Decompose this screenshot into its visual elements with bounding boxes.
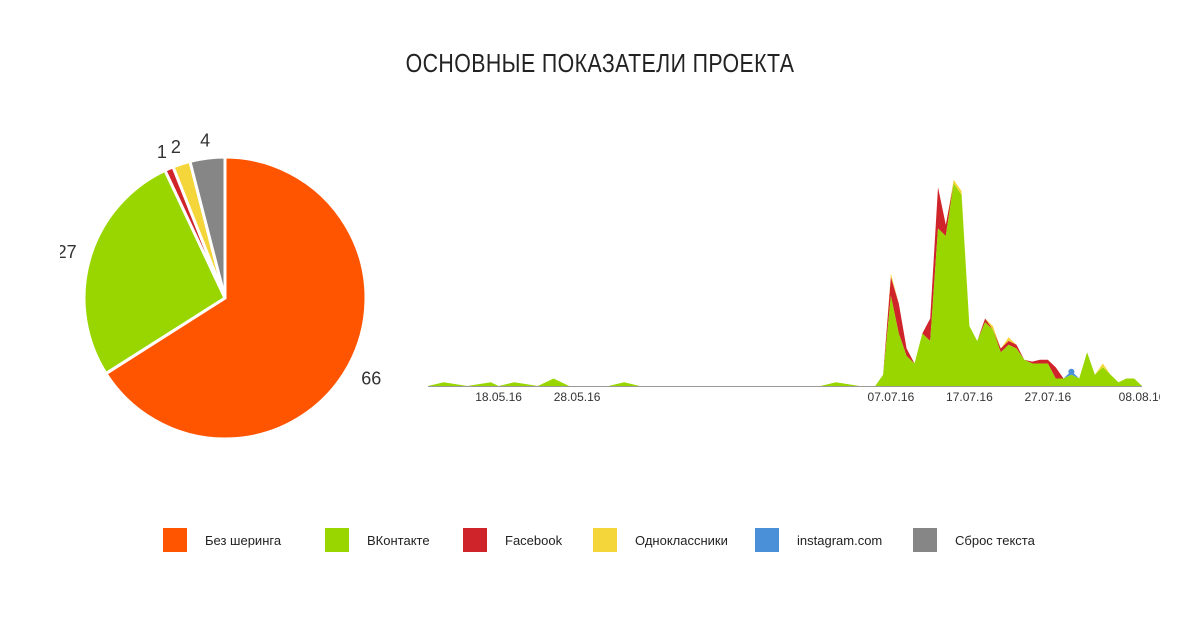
area-series-odnoklassniki[interactable]	[428, 179, 1142, 386]
x-tick-label: 27.07.16	[1024, 390, 1071, 404]
legend-item-no-share[interactable]: Без шеринга	[163, 527, 281, 553]
legend: Без шеринга ВКонтакте Facebook Однокласс…	[0, 527, 1200, 553]
pie-label-facebook: 1	[157, 142, 167, 162]
legend-item-facebook[interactable]: Facebook	[463, 527, 562, 553]
pie-label-vkontakte: 27	[60, 242, 77, 262]
pie-label-no-share: 66	[361, 369, 381, 389]
area-series-facebook[interactable]	[428, 183, 1142, 387]
pie-slice-text-reset[interactable]	[188, 155, 227, 300]
legend-swatch	[913, 528, 937, 552]
legend-label: Одноклассники	[635, 532, 728, 548]
legend-label: Сброс текста	[955, 532, 1035, 548]
legend-swatch	[755, 528, 779, 552]
legend-item-odnoklassniki[interactable]: Одноклассники	[593, 527, 728, 553]
x-tick-label: 17.07.16	[946, 390, 993, 404]
area-series-instagram[interactable]	[428, 179, 1142, 386]
pie-slice-no-share[interactable]	[104, 155, 368, 441]
legend-label: instagram.com	[797, 532, 883, 548]
area-series-group	[428, 179, 1142, 387]
pie-chart: 66 27 1 2 4	[60, 130, 381, 441]
area-chart: 18.05.16 28.05.16 07.07.16 17.07.16 27.07.16…	[428, 179, 1160, 404]
legend-item-text-reset[interactable]: Сброс текста	[913, 527, 1035, 553]
x-tick-label: 18.05.16	[475, 390, 522, 404]
x-tick-label: 07.07.16	[868, 390, 915, 404]
legend-swatch	[593, 528, 617, 552]
legend-label: Facebook	[505, 532, 563, 548]
pie-label-odnoklassniki: 2	[171, 137, 181, 157]
legend-swatch	[463, 528, 487, 552]
legend-label: Без шеринга	[205, 532, 282, 548]
legend-label: ВКонтакте	[367, 532, 430, 548]
legend-swatch	[325, 528, 349, 552]
pie-slice-vkontakte[interactable]	[82, 168, 227, 376]
legend-item-vkontakte[interactable]: ВКонтакте	[325, 527, 430, 553]
area-series-vkontakte[interactable]	[428, 183, 1142, 387]
area-point-instagram[interactable]	[1068, 368, 1075, 375]
x-tick-label: 08.08.16	[1119, 390, 1160, 404]
legend-swatch	[163, 528, 187, 552]
x-tick-label: 28.05.16	[554, 390, 601, 404]
legend-item-instagram[interactable]: instagram.com	[755, 527, 882, 553]
pie-label-text-reset: 4	[200, 130, 210, 150]
page-title: ОСНОВНЫЕ ПОКАЗАТЕЛИ ПРОЕКТА	[405, 48, 795, 78]
